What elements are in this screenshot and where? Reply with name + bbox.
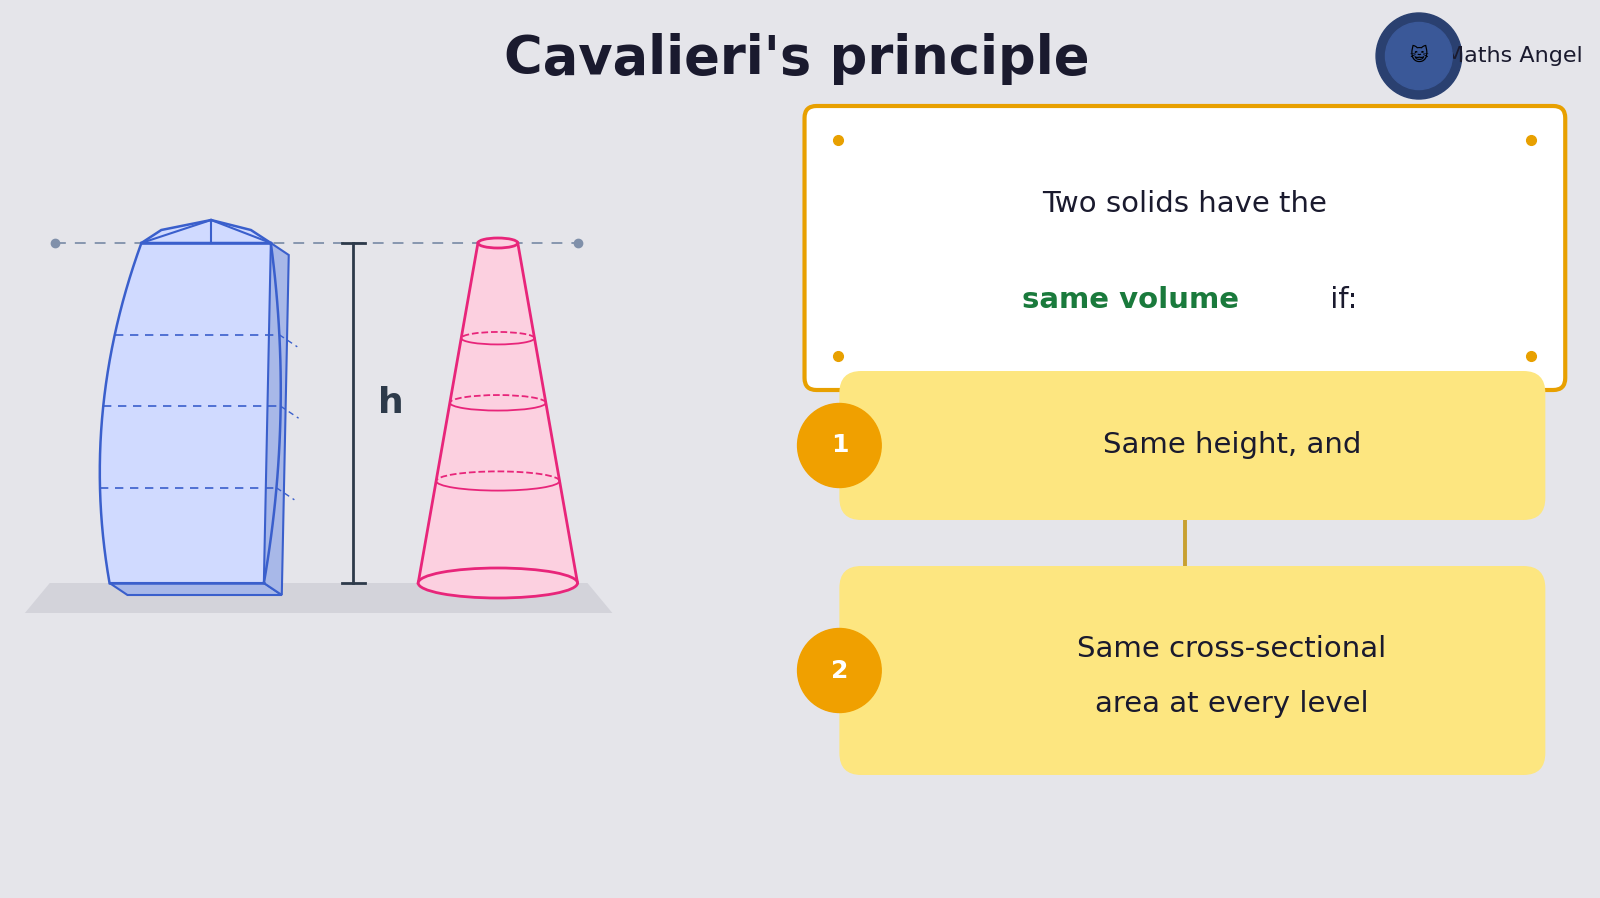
Text: 😺: 😺 xyxy=(1410,47,1429,65)
Text: area at every level: area at every level xyxy=(1096,690,1370,718)
FancyBboxPatch shape xyxy=(840,371,1546,520)
Circle shape xyxy=(797,403,882,488)
Text: Same height, and: Same height, and xyxy=(1102,432,1362,460)
Text: 1: 1 xyxy=(830,434,848,457)
Circle shape xyxy=(1386,22,1453,90)
FancyBboxPatch shape xyxy=(840,566,1546,775)
Text: h: h xyxy=(378,386,405,420)
Polygon shape xyxy=(418,243,578,583)
Text: same volume: same volume xyxy=(1022,286,1238,314)
Circle shape xyxy=(797,629,882,712)
Polygon shape xyxy=(264,243,288,595)
Circle shape xyxy=(1376,13,1462,99)
Text: Two solids have the: Two solids have the xyxy=(1043,189,1328,218)
Polygon shape xyxy=(109,583,282,595)
Polygon shape xyxy=(141,220,270,243)
Text: if:: if: xyxy=(1322,286,1357,314)
Text: 2: 2 xyxy=(830,658,848,682)
Polygon shape xyxy=(99,243,280,583)
Text: Cavalieri's principle: Cavalieri's principle xyxy=(504,33,1090,85)
Ellipse shape xyxy=(478,238,518,248)
Ellipse shape xyxy=(418,568,578,598)
Text: Same cross-sectional: Same cross-sectional xyxy=(1077,635,1387,663)
FancyBboxPatch shape xyxy=(805,106,1565,390)
Text: Maths Angel: Maths Angel xyxy=(1445,46,1582,66)
Polygon shape xyxy=(26,583,613,613)
